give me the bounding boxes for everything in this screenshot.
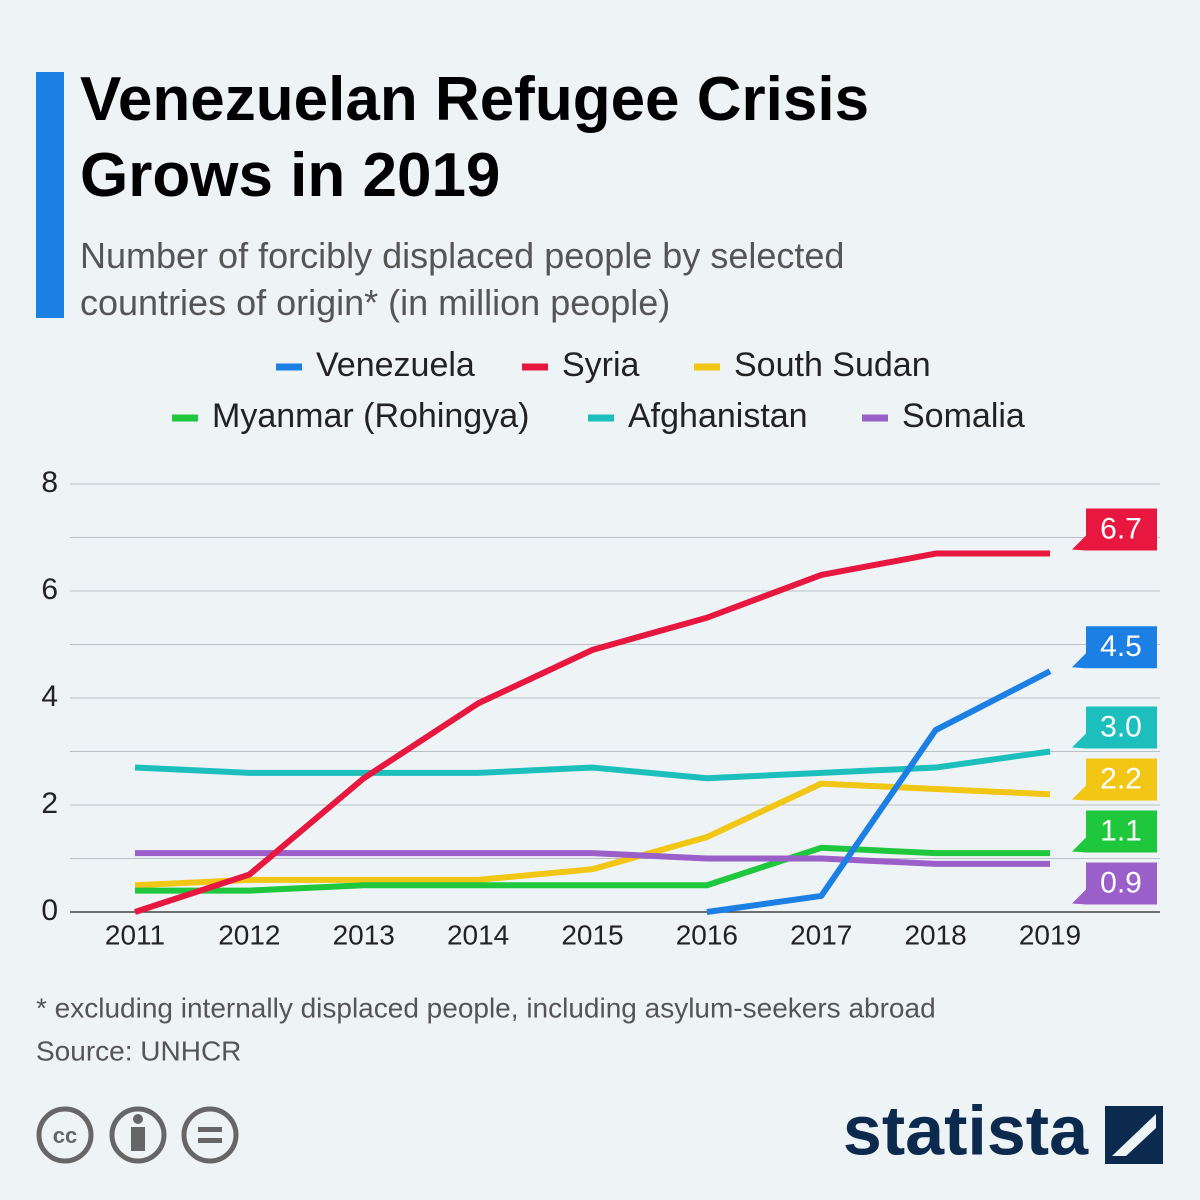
series-line bbox=[135, 850, 1050, 867]
y-tick-label: 6 bbox=[41, 573, 58, 606]
series-line bbox=[706, 668, 1052, 915]
x-tick-label: 2014 bbox=[447, 919, 509, 950]
y-tick-label: 2 bbox=[41, 787, 58, 820]
x-tick-label: 2015 bbox=[561, 919, 623, 950]
x-tick-label: 2019 bbox=[1019, 919, 1081, 950]
x-tick-label: 2011 bbox=[105, 919, 165, 950]
value-label-box bbox=[1072, 758, 1157, 801]
legend-label: Afghanistan bbox=[628, 397, 808, 435]
x-tick-label: 2012 bbox=[218, 919, 280, 950]
x-tick-label: 2017 bbox=[790, 919, 852, 950]
value-label-box bbox=[1072, 626, 1157, 669]
chart-title: Venezuelan Refugee Crisis Grows in 2019 bbox=[80, 65, 870, 210]
by-icon bbox=[131, 1114, 145, 1151]
nd-icon bbox=[198, 1127, 222, 1143]
legend-label: Myanmar (Rohingya) bbox=[212, 397, 529, 435]
x-tick-label: 2018 bbox=[904, 919, 966, 950]
chart-subtitle: Number of forcibly displaced people by s… bbox=[80, 235, 845, 323]
series-line bbox=[135, 844, 1050, 894]
value-label: 4.5 bbox=[1100, 630, 1142, 663]
value-label: 6.7 bbox=[1100, 512, 1142, 545]
series-line bbox=[134, 748, 1051, 782]
value-label-box bbox=[1072, 508, 1157, 551]
x-tick-label: 2016 bbox=[676, 919, 738, 950]
series-line bbox=[134, 550, 1050, 915]
y-tick-label: 0 bbox=[41, 894, 58, 927]
legend-label: Syria bbox=[562, 346, 640, 384]
y-tick-label: 8 bbox=[41, 466, 58, 499]
value-label: 3.0 bbox=[1100, 710, 1142, 743]
value-label: 2.2 bbox=[1100, 762, 1142, 795]
legend-label: Somalia bbox=[902, 397, 1025, 435]
value-label: 1.1 bbox=[1100, 814, 1142, 847]
value-label-box bbox=[1072, 862, 1157, 905]
brand-logo bbox=[1105, 1106, 1163, 1164]
value-label-box bbox=[1072, 810, 1157, 853]
value-label-box bbox=[1072, 706, 1157, 749]
brand: statista bbox=[843, 1091, 1089, 1169]
accent-bar bbox=[36, 72, 64, 318]
legend-label: South Sudan bbox=[734, 346, 931, 384]
cc-icon: cc bbox=[53, 1123, 77, 1148]
legend-label: Venezuela bbox=[316, 346, 475, 384]
value-label: 0.9 bbox=[1100, 866, 1142, 899]
x-tick-label: 2013 bbox=[333, 919, 395, 950]
license-icons bbox=[36, 1106, 239, 1164]
source: Source: UNHCR bbox=[36, 1035, 241, 1066]
footnote: * excluding internally displaced people,… bbox=[36, 992, 936, 1023]
series-line bbox=[134, 780, 1051, 889]
y-tick-label: 4 bbox=[41, 680, 58, 713]
